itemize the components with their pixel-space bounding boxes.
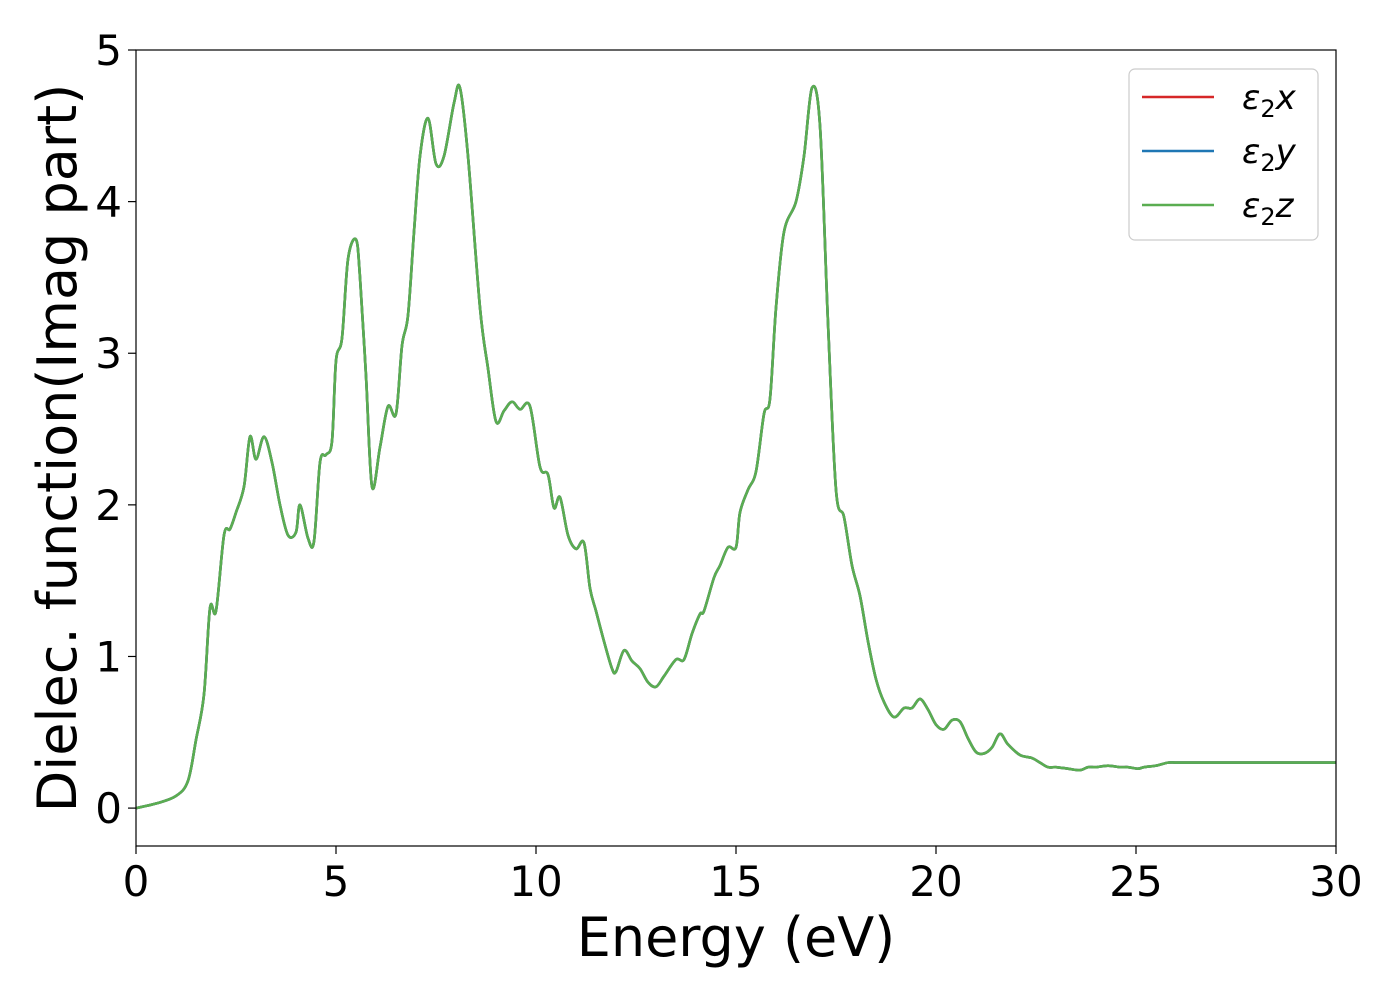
x-tick-label: 25 <box>1109 857 1162 906</box>
y-tick-label: 4 <box>95 178 122 227</box>
x-tick-label: 0 <box>123 857 150 906</box>
x-tick-label: 30 <box>1309 857 1362 906</box>
y-tick-label: 1 <box>95 632 122 681</box>
legend-label-eps2z: ε2z <box>1242 186 1295 231</box>
y-tick-label: 2 <box>95 481 122 530</box>
y-tick-label: 3 <box>95 329 122 378</box>
y-tick-label: 5 <box>95 26 122 75</box>
legend: ε2x ε2y ε2z <box>1128 68 1319 241</box>
x-tick-label: 5 <box>323 857 350 906</box>
y-tick-label: 0 <box>95 784 122 833</box>
x-tick-label: 20 <box>909 857 962 906</box>
legend-label-eps2y: ε2y <box>1242 132 1297 177</box>
legend-box <box>1128 68 1319 241</box>
series-line-eps2z <box>136 83 1336 810</box>
legend-label-eps2x: ε2x <box>1242 78 1297 123</box>
x-axis-label: Energy (eV) <box>577 906 896 969</box>
x-tick-label: 10 <box>509 857 562 906</box>
x-tick-label: 15 <box>709 857 762 906</box>
y-axis-label: Dielec. function(Imag part) <box>26 84 89 813</box>
